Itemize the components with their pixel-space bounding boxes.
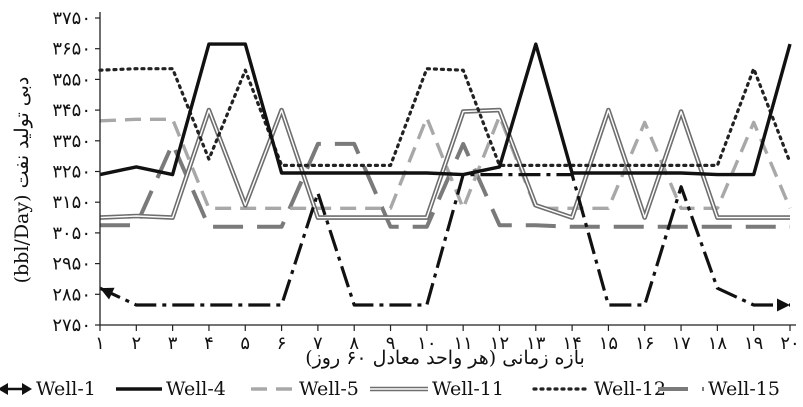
y-tick-label: ۲۹۵۰ [52, 254, 91, 275]
legend-label-well-15: Well-15 [708, 378, 780, 400]
y-axis-title: دبی تولید نفت (bbl/Day) [11, 77, 33, 284]
x-tick-label: ۷ [313, 333, 323, 354]
x-tick-label: ۶ [277, 333, 287, 354]
x-tick-label: ۹ [386, 333, 396, 354]
y-tick-label: ۳۶۵۰ [52, 39, 91, 60]
x-tick-label: ۱۲ [490, 333, 509, 354]
x-tick-label: ۸ [349, 333, 359, 354]
y-tick-label: ۳۰۵۰ [52, 223, 91, 244]
series-line-well-12 [98, 67, 792, 167]
legend: Well-1 Well-4 Well-5 Well-11 Well-12 Well-15 [0, 378, 780, 400]
x-tick-label: ۱۴ [562, 333, 581, 354]
legend-label-well-11: Well-11 [432, 378, 504, 400]
y-tick-label: ۳۲۵۰ [52, 162, 91, 183]
legend-swatch-well-1-right-arrow [22, 383, 32, 395]
x-axis-title: بازه زمانی (هر واحد معادل ۶۰ روز) [305, 347, 585, 369]
y-tick-label: ۳۴۵۰ [52, 100, 91, 121]
x-tick-label: ۱۳ [526, 333, 546, 354]
series-line-well-5 [99, 114, 792, 211]
series-line-well-11-inner [99, 109, 790, 219]
x-tick-label: ۳ [168, 333, 178, 354]
y-tick-label: ۲۷۵۰ [52, 315, 91, 336]
x-tick-label: ۵ [240, 333, 250, 354]
legend-label-well-12: Well-12 [594, 378, 666, 400]
y-tick-label: ۳۳۵۰ [52, 131, 91, 152]
x-tick-label: ۱۶ [635, 333, 654, 354]
x-tick-label: ۱ [95, 333, 105, 354]
arrowhead-start-well-1 [100, 287, 115, 300]
legend-label-well-4: Well-4 [166, 378, 226, 400]
series-line-well-15 [100, 141, 790, 229]
x-tick-label: ۱۷ [671, 333, 691, 354]
y-axis: ۲۷۵۰ ۲۸۵۰ ۲۹۵۰ ۳۰۵۰ ۳۱۵۰ ۳۲۵۰ ۳۳۵۰ ۳۴۵۰ ۳۵۵۰ ۳۶۵۰… [52, 8, 101, 336]
x-tick-label: ۱۸ [708, 333, 728, 354]
x-tick-label: ۱۹ [744, 333, 763, 354]
legend-label-well-5: Well-5 [299, 378, 359, 400]
arrowhead-end-well-1 [777, 298, 790, 312]
x-axis: ۱ ۲ ۳ ۴ ۵ ۶ ۷ ۸ ۹ ۱۰ ۱۱ ۱۲ ۱۳ ۱۴ ۱۵ ۱۶ ۱۷ ۱۸ ۱۹ ۲۰ [95, 324, 800, 354]
x-tick-label: ۲۰ [780, 333, 799, 354]
plot-lines [98, 42, 792, 312]
y-tick-label: ۳۷۵۰ [52, 8, 91, 29]
y-tick-label: ۳۱۵۰ [52, 192, 91, 213]
x-tick-label: ۱۵ [599, 333, 618, 354]
series-line-well-4 [99, 42, 792, 177]
legend-swatch-well-1-left-arrow [0, 383, 8, 395]
y-tick-label: ۲۸۵۰ [52, 284, 91, 305]
x-tick-label: ۲ [131, 333, 141, 354]
x-tick-label: ۱۰ [417, 333, 436, 354]
x-tick-label: ۴ [204, 333, 214, 354]
series-line-well-1 [99, 173, 790, 307]
legend-label-well-1: Well-1 [36, 378, 96, 400]
y-tick-label: ۳۵۵۰ [52, 69, 91, 90]
x-tick-label: ۱۱ [453, 333, 472, 354]
